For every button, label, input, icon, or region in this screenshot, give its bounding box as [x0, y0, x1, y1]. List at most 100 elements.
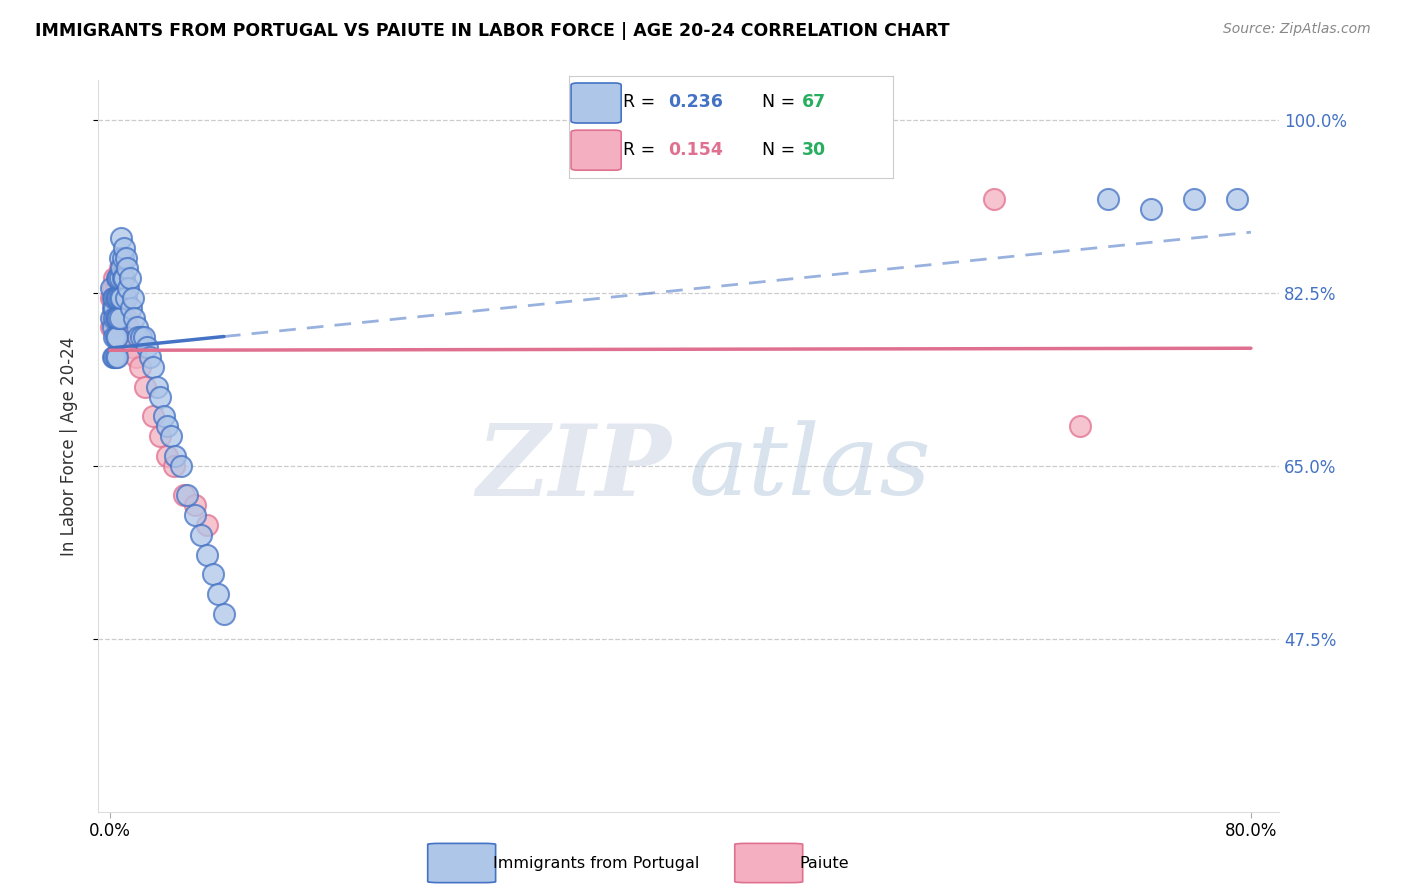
Point: [121, 291, 143, 305]
Point: [142, 359, 165, 374]
Point: [195, 518, 218, 533]
Point: [101, 320, 124, 334]
Point: [128, 359, 150, 374]
FancyBboxPatch shape: [571, 83, 621, 123]
Point: [1140, 202, 1163, 216]
Point: [103, 271, 125, 285]
Point: [115, 261, 138, 276]
Point: [176, 488, 198, 502]
Text: 67: 67: [803, 94, 827, 112]
Text: ZIP: ZIP: [477, 420, 671, 516]
Point: [117, 320, 139, 334]
Point: [117, 281, 139, 295]
Text: Immigrants from Portugal: Immigrants from Portugal: [492, 855, 699, 871]
Point: [104, 310, 127, 325]
Point: [111, 251, 134, 265]
Point: [173, 488, 195, 502]
Point: [100, 310, 122, 325]
Point: [103, 301, 125, 315]
Point: [108, 271, 131, 285]
Point: [1097, 192, 1119, 206]
Text: 30: 30: [803, 141, 827, 159]
Point: [101, 281, 124, 295]
Point: [114, 310, 136, 325]
Point: [105, 291, 128, 305]
Point: [139, 350, 162, 364]
Point: [101, 310, 124, 325]
Point: [107, 271, 129, 285]
Text: atlas: atlas: [689, 420, 932, 516]
Point: [103, 291, 125, 305]
Point: [100, 291, 122, 305]
Point: [184, 508, 207, 523]
Point: [135, 340, 157, 354]
Point: [100, 281, 122, 295]
Point: [107, 271, 129, 285]
Point: [103, 330, 125, 344]
Point: [108, 261, 131, 276]
Point: [105, 330, 128, 344]
Point: [118, 271, 141, 285]
Text: 0.236: 0.236: [668, 94, 723, 112]
Text: IMMIGRANTS FROM PORTUGAL VS PAIUTE IN LABOR FORCE | AGE 20-24 CORRELATION CHART: IMMIGRANTS FROM PORTUGAL VS PAIUTE IN LA…: [35, 22, 950, 40]
Point: [156, 449, 179, 463]
Text: N =: N =: [762, 94, 800, 112]
Point: [1069, 419, 1091, 434]
Point: [125, 320, 148, 334]
Point: [114, 291, 136, 305]
Point: [1226, 192, 1249, 206]
Point: [104, 350, 127, 364]
Point: [101, 301, 124, 315]
Point: [120, 340, 142, 354]
Point: [153, 409, 176, 424]
Point: [112, 271, 135, 285]
Point: [110, 261, 132, 276]
Point: [114, 251, 136, 265]
Point: [184, 498, 207, 512]
Point: [120, 301, 142, 315]
Point: [142, 409, 165, 424]
Text: Source: ZipAtlas.com: Source: ZipAtlas.com: [1223, 22, 1371, 37]
FancyBboxPatch shape: [735, 844, 803, 883]
Point: [107, 310, 129, 325]
Point: [207, 587, 229, 601]
Text: R =: R =: [623, 141, 661, 159]
Point: [165, 449, 187, 463]
Point: [160, 429, 183, 443]
Point: [170, 458, 193, 473]
Point: [195, 548, 218, 562]
Text: R =: R =: [623, 94, 661, 112]
Point: [156, 419, 179, 434]
Point: [163, 458, 186, 473]
Point: [127, 330, 149, 344]
Point: [105, 350, 128, 364]
Point: [103, 310, 125, 325]
Point: [134, 380, 156, 394]
Point: [103, 350, 125, 364]
Point: [105, 291, 128, 305]
Point: [104, 281, 127, 295]
Point: [108, 291, 131, 305]
Text: 0.154: 0.154: [668, 141, 723, 159]
Point: [104, 310, 127, 325]
Point: [110, 291, 132, 305]
Point: [1182, 192, 1205, 206]
Point: [103, 301, 125, 315]
Point: [105, 271, 128, 285]
Point: [111, 291, 134, 305]
Y-axis label: In Labor Force | Age 20-24: In Labor Force | Age 20-24: [59, 336, 77, 556]
Point: [111, 271, 134, 285]
FancyBboxPatch shape: [427, 844, 496, 883]
Point: [101, 291, 124, 305]
Point: [149, 429, 172, 443]
Point: [112, 310, 135, 325]
Point: [124, 350, 146, 364]
Point: [107, 291, 129, 305]
Text: Paiute: Paiute: [800, 855, 849, 871]
Point: [201, 567, 224, 582]
Point: [110, 231, 132, 245]
Point: [104, 330, 127, 344]
Point: [212, 607, 235, 621]
Point: [105, 310, 128, 325]
Point: [132, 330, 155, 344]
